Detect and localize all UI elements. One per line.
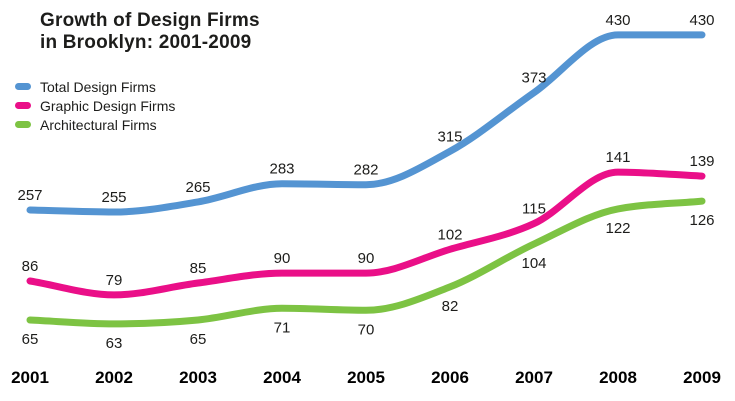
value-label-architectural-firms-2006: 82 bbox=[442, 298, 459, 315]
value-label-graphic-design-firms-2006: 102 bbox=[437, 226, 462, 243]
legend-swatch-graphic-design-firms bbox=[15, 102, 31, 109]
chart-title-line-1: Growth of Design Firms bbox=[40, 10, 260, 31]
value-label-architectural-firms-2009: 126 bbox=[689, 212, 714, 229]
legend-swatch-architectural-firms bbox=[15, 121, 31, 128]
value-label-total-design-firms-2007: 373 bbox=[521, 70, 546, 87]
value-label-architectural-firms-2004: 71 bbox=[274, 319, 291, 336]
value-label-graphic-design-firms-2003: 85 bbox=[190, 260, 207, 277]
legend-label: Total Design Firms bbox=[40, 78, 156, 95]
value-label-total-design-firms-2004: 283 bbox=[269, 161, 294, 178]
x-axis-label-2009: 2009 bbox=[683, 368, 721, 387]
value-label-architectural-firms-2008: 122 bbox=[605, 220, 630, 237]
x-axis-label-2004: 2004 bbox=[263, 368, 301, 387]
legend-label: Architectural Firms bbox=[40, 116, 157, 133]
value-label-architectural-firms-2005: 70 bbox=[358, 321, 375, 338]
value-label-graphic-design-firms-2009: 139 bbox=[689, 153, 714, 170]
value-label-graphic-design-firms-2005: 90 bbox=[358, 250, 375, 267]
value-label-architectural-firms-2007: 104 bbox=[521, 255, 546, 272]
legend-item-graphic-design-firms: Graphic Design Firms bbox=[15, 97, 176, 114]
x-axis-label-2001: 2001 bbox=[11, 368, 49, 387]
x-axis-label-2002: 2002 bbox=[95, 368, 133, 387]
value-label-total-design-firms-2002: 255 bbox=[101, 189, 126, 206]
value-label-total-design-firms-2009: 430 bbox=[689, 12, 714, 29]
value-label-total-design-firms-2008: 430 bbox=[605, 12, 630, 29]
legend-label: Graphic Design Firms bbox=[40, 97, 176, 114]
chart-title: Growth of Design Firms in Brooklyn: 2001… bbox=[40, 10, 260, 54]
line-graphic-design-firms bbox=[26, 168, 706, 299]
value-label-graphic-design-firms-2007: 115 bbox=[522, 201, 546, 218]
line-architectural-firms bbox=[26, 197, 706, 328]
value-label-graphic-design-firms-2008: 141 bbox=[605, 149, 630, 166]
legend: Total Design Firms Graphic Design Firms Ar… bbox=[15, 78, 176, 133]
chart-title-line-2: in Brooklyn: 2001-2009 bbox=[40, 32, 252, 53]
x-axis-label-2006: 2006 bbox=[431, 368, 469, 387]
legend-item-architectural-firms: Architectural Firms bbox=[15, 116, 175, 133]
value-label-graphic-design-firms-2004: 90 bbox=[274, 250, 291, 267]
value-label-architectural-firms-2001: 65 bbox=[22, 331, 39, 348]
x-axis-label-2003: 2003 bbox=[179, 368, 217, 387]
value-label-architectural-firms-2002: 63 bbox=[106, 335, 123, 352]
x-axis-label-2007: 2007 bbox=[515, 368, 553, 387]
line-total-design-firms bbox=[26, 31, 706, 216]
value-label-graphic-design-firms-2002: 79 bbox=[106, 272, 123, 289]
legend-item-total-design-firms: Total Design Firms bbox=[15, 78, 175, 95]
legend-swatch-total-design-firms bbox=[15, 83, 31, 90]
value-label-total-design-firms-2006: 315 bbox=[437, 128, 462, 145]
value-label-total-design-firms-2005: 282 bbox=[353, 162, 378, 179]
x-axis-label-2008: 2008 bbox=[599, 368, 637, 387]
x-axis-label-2005: 2005 bbox=[347, 368, 385, 387]
value-label-total-design-firms-2003: 265 bbox=[185, 179, 210, 196]
value-label-graphic-design-firms-2001: 86 bbox=[22, 258, 39, 275]
value-label-total-design-firms-2001: 257 bbox=[17, 187, 42, 204]
value-label-architectural-firms-2003: 65 bbox=[190, 331, 207, 348]
